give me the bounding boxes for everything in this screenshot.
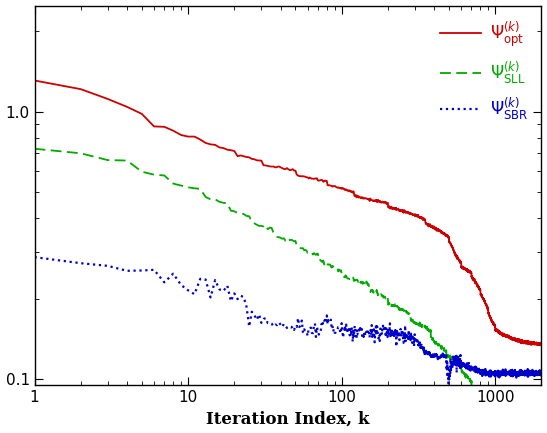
Legend: $\Psi^{(k)}_{\mathrm{opt}}$, $\Psi^{(k)}_{\mathrm{SLL}}$, $\Psi^{(k)}_{\mathrm{S: $\Psi^{(k)}_{\mathrm{opt}}$, $\Psi^{(k)}… [435,14,533,127]
X-axis label: Iteration Index, k: Iteration Index, k [206,410,370,427]
